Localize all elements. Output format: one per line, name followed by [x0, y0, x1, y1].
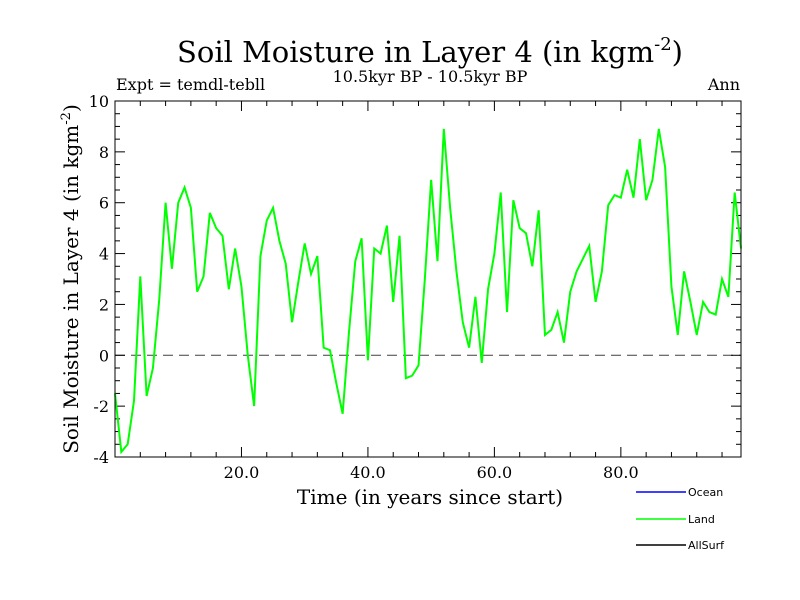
y-tick-label: -4: [93, 448, 109, 467]
axis-ticks: [115, 100, 741, 458]
y-tick-label: 0: [99, 346, 109, 365]
x-tick-label: 40.0: [350, 463, 386, 482]
legend: Ocean Land AllSurf: [636, 486, 725, 552]
y-tick-label: 6: [99, 194, 109, 213]
series-line-land: [114, 128, 742, 455]
x-tick-label: 60.0: [477, 463, 513, 482]
x-axis-label: Time (in years since start): [297, 485, 563, 509]
chart-title: Soil Moisture in Layer 4 (in kgm-2): [177, 34, 683, 69]
season-label: Ann: [707, 75, 740, 94]
x-tick-label: 80.0: [603, 463, 639, 482]
expt-label: Expt = temdl-tebll: [116, 75, 265, 94]
y-tick-label: -2: [93, 397, 109, 416]
legend-label-land: Land: [688, 513, 715, 526]
plot-frame: [114, 100, 742, 458]
tick-labels: 20.0 40.0 60.0 80.0 -4 -2 0 2 4 6 8 10: [89, 92, 639, 482]
y-tick-label: 4: [99, 245, 109, 264]
y-axis-label: Soil Moisture in Layer 4 (in kgm-2): [59, 104, 83, 454]
y-tick-label: 8: [99, 143, 109, 162]
x-tick-label: 20.0: [224, 463, 260, 482]
y-tick-label: 10: [89, 92, 109, 111]
chart-subtitle: 10.5kyr BP - 10.5kyr BP: [333, 67, 528, 86]
legend-label-ocean: Ocean: [688, 486, 723, 499]
y-tick-label: 2: [99, 295, 109, 314]
legend-label-allsurf: AllSurf: [688, 539, 725, 552]
